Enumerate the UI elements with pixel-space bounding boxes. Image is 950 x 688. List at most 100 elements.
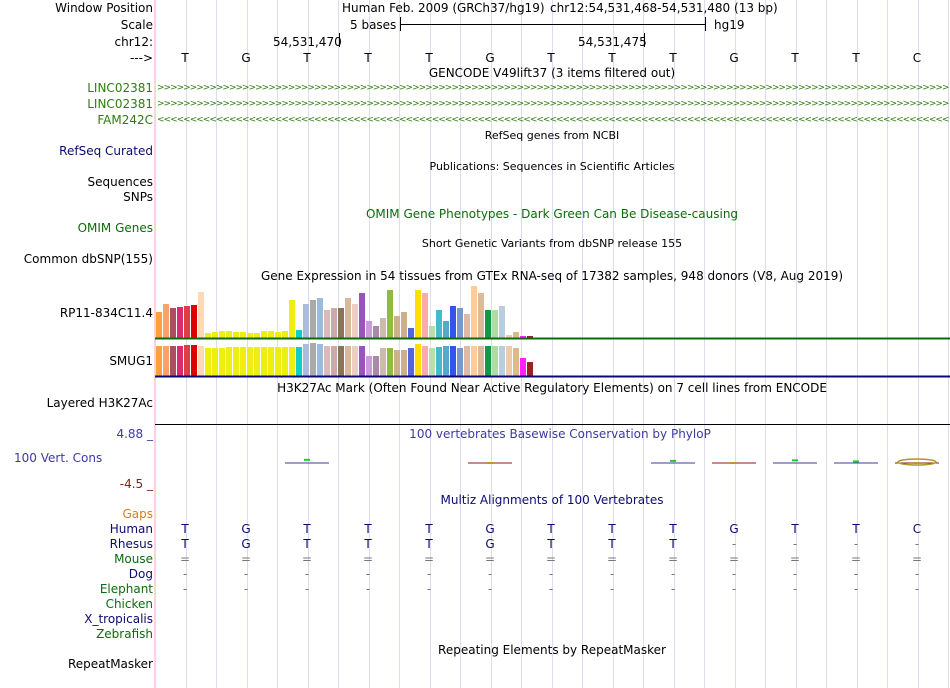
- refseq-track-title[interactable]: RefSeq genes from NCBI: [484, 129, 620, 142]
- gtex-bar-2-26[interactable]: [331, 346, 337, 376]
- multiz-species-mouse[interactable]: Mouse: [114, 552, 153, 566]
- gtex-bar-1-10[interactable]: [219, 331, 225, 338]
- multiz-species-zebrafish[interactable]: Zebrafish: [96, 627, 153, 641]
- gtex-bar-2-18[interactable]: [275, 347, 281, 376]
- gtex-bar-2-3[interactable]: [170, 346, 176, 376]
- gtex-bar-2-2[interactable]: [163, 346, 169, 376]
- gtex-bar-1-6[interactable]: [191, 305, 197, 338]
- gtex-bar-2-27[interactable]: [338, 346, 344, 376]
- multiz-track-title[interactable]: Multiz Alignments of 100 Vertebrates: [440, 493, 664, 507]
- gtex-bar-1-43[interactable]: [450, 306, 456, 338]
- gtex-bar-2-28[interactable]: [345, 346, 351, 376]
- gtex-bar-1-39[interactable]: [422, 293, 428, 338]
- gtex-gene-label-1[interactable]: RP11-834C11.4: [59, 306, 153, 320]
- gtex-bar-2-48[interactable]: [485, 346, 491, 376]
- multiz-species-dog[interactable]: Dog: [128, 567, 153, 581]
- gtex-bar-2-21[interactable]: [296, 347, 302, 376]
- gtex-bar-2-9[interactable]: [212, 348, 218, 376]
- gtex-bar-2-22[interactable]: [303, 344, 309, 376]
- gtex-bar-1-53[interactable]: [520, 336, 526, 338]
- gtex-bar-1-2[interactable]: [163, 304, 169, 338]
- gtex-bar-1-50[interactable]: [499, 306, 505, 338]
- gtex-bar-1-1[interactable]: [156, 312, 162, 338]
- gtex-bar-1-36[interactable]: [401, 312, 407, 338]
- gencode-gene-feature-3[interactable]: <<<<<<<<<<<<<<<<<<<<<<<<<<<<<<<<<<<<<<<<…: [157, 115, 949, 125]
- gtex-bar-2-14[interactable]: [247, 347, 253, 376]
- sequences-label[interactable]: Sequences: [87, 175, 153, 189]
- gtex-bar-1-32[interactable]: [373, 326, 379, 338]
- gtex-bar-2-11[interactable]: [226, 347, 232, 376]
- phylop-score-10[interactable]: [712, 462, 756, 465]
- repeatmasker-track-title[interactable]: Repeating Elements by RepeatMasker: [438, 643, 666, 657]
- gtex-bar-1-17[interactable]: [268, 331, 274, 338]
- phylop-score-3[interactable]: [285, 458, 329, 464]
- gtex-bar-2-16[interactable]: [261, 347, 267, 376]
- gtex-bar-2-4[interactable]: [177, 346, 183, 376]
- gtex-bar-2-50[interactable]: [499, 346, 505, 376]
- phylop-score-6[interactable]: [468, 462, 512, 465]
- gtex-bar-2-42[interactable]: [443, 346, 449, 376]
- gtex-bar-1-30[interactable]: [359, 293, 365, 338]
- gtex-bar-1-37[interactable]: [408, 328, 414, 338]
- gtex-bar-1-42[interactable]: [443, 321, 449, 338]
- phylop-score-13[interactable]: [895, 462, 939, 465]
- gtex-bar-2-15[interactable]: [254, 347, 260, 376]
- vert-cons-label[interactable]: 100 Vert. Cons: [14, 451, 103, 465]
- gtex-bar-2-20[interactable]: [289, 347, 295, 376]
- gtex-bar-2-54[interactable]: [527, 362, 533, 376]
- gtex-bar-2-44[interactable]: [457, 348, 463, 376]
- refseq-curated-label[interactable]: RefSeq Curated: [59, 144, 153, 158]
- gtex-bar-2-12[interactable]: [233, 347, 239, 376]
- gtex-bar-2-35[interactable]: [394, 350, 400, 376]
- gtex-bar-1-22[interactable]: [303, 304, 309, 338]
- gtex-bar-1-18[interactable]: [275, 332, 281, 338]
- gtex-bar-1-7[interactable]: [198, 292, 204, 338]
- gtex-bar-1-11[interactable]: [226, 331, 232, 338]
- gtex-bar-2-23[interactable]: [310, 343, 316, 376]
- gtex-bar-2-13[interactable]: [240, 347, 246, 376]
- snps-label[interactable]: SNPs: [123, 190, 153, 204]
- gtex-bar-2-25[interactable]: [324, 346, 330, 376]
- gtex-bar-1-23[interactable]: [310, 300, 316, 338]
- gtex-bar-1-24[interactable]: [317, 298, 323, 338]
- gtex-bar-2-46[interactable]: [471, 346, 477, 376]
- gtex-bar-1-12[interactable]: [233, 332, 239, 338]
- gtex-bar-1-40[interactable]: [429, 326, 435, 338]
- multiz-species-chicken[interactable]: Chicken: [105, 597, 153, 611]
- gtex-bar-1-46[interactable]: [471, 286, 477, 338]
- position-text[interactable]: chr12:54,531,468-54,531,480 (13 bp): [550, 1, 778, 15]
- gtex-bar-2-32[interactable]: [373, 356, 379, 376]
- gtex-bar-1-54[interactable]: [527, 336, 533, 338]
- phylop-score-9[interactable]: [651, 459, 695, 464]
- phylop-score-11[interactable]: [773, 459, 817, 464]
- gtex-bar-2-30[interactable]: [359, 346, 365, 376]
- gtex-bar-1-5[interactable]: [184, 306, 190, 338]
- multiz-species-rhesus[interactable]: Rhesus: [109, 537, 153, 551]
- gtex-bar-1-31[interactable]: [366, 321, 372, 338]
- gtex-bar-2-34[interactable]: [387, 348, 393, 376]
- publications-track-title[interactable]: Publications: Sequences in Scientific Ar…: [429, 160, 675, 173]
- gtex-bar-2-40[interactable]: [429, 348, 435, 376]
- gtex-bar-2-31[interactable]: [366, 356, 372, 376]
- repeatmasker-label[interactable]: RepeatMasker: [67, 657, 153, 671]
- gtex-bar-2-49[interactable]: [492, 346, 498, 376]
- gtex-bar-1-9[interactable]: [212, 332, 218, 338]
- gtex-bar-1-33[interactable]: [380, 318, 386, 338]
- gtex-bar-2-41[interactable]: [436, 347, 442, 376]
- gtex-bar-1-15[interactable]: [254, 333, 260, 338]
- gtex-bar-1-25[interactable]: [324, 310, 330, 338]
- gtex-bar-1-27[interactable]: [338, 308, 344, 338]
- gtex-bar-2-53[interactable]: [520, 358, 526, 376]
- gtex-bar-2-37[interactable]: [408, 348, 414, 376]
- gtex-bar-1-8[interactable]: [205, 333, 211, 338]
- gencode-gene-label-1[interactable]: LINC02381: [87, 81, 153, 95]
- gtex-bar-2-43[interactable]: [450, 346, 456, 376]
- gtex-bar-2-52[interactable]: [513, 348, 519, 376]
- gtex-bar-1-21[interactable]: [296, 330, 302, 338]
- gtex-bar-2-17[interactable]: [268, 347, 274, 376]
- gtex-bar-2-51[interactable]: [506, 346, 512, 376]
- gtex-bar-2-8[interactable]: [205, 348, 211, 376]
- gtex-bar-1-35[interactable]: [394, 316, 400, 338]
